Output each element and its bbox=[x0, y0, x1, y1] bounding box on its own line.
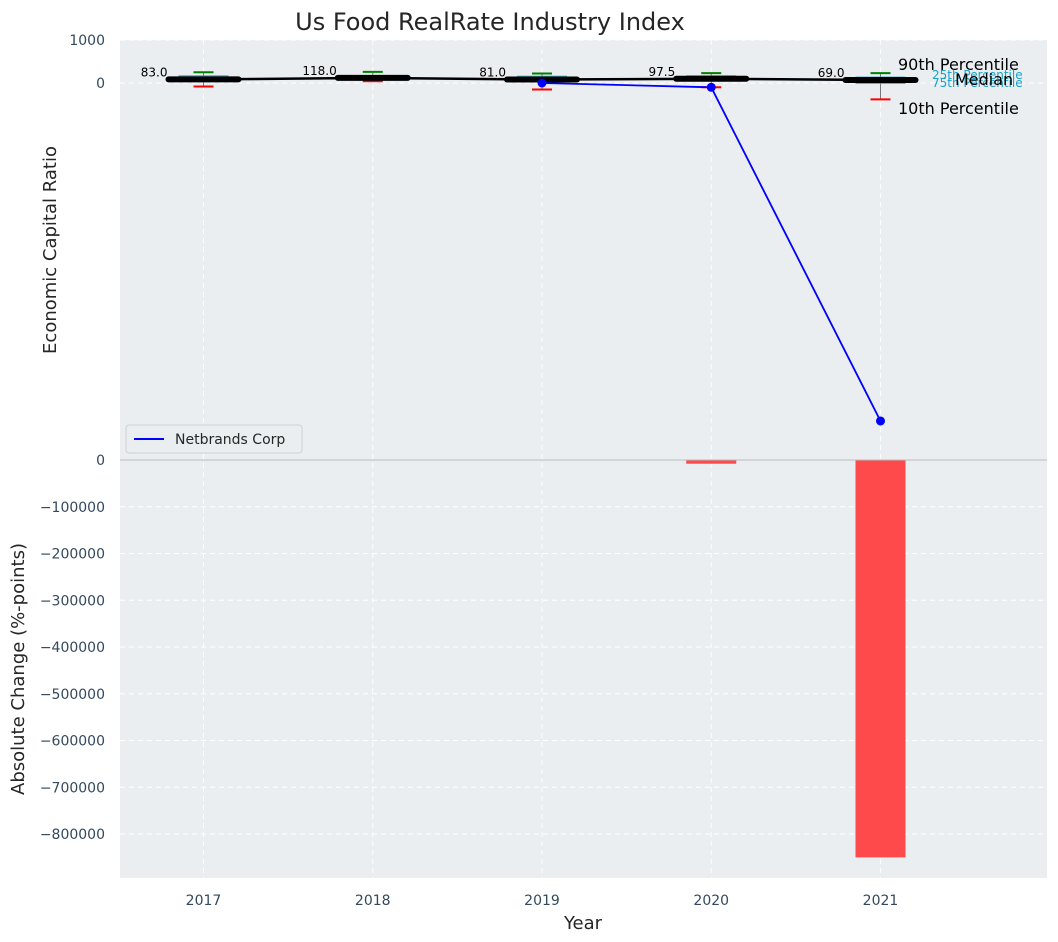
bottom-y-tick-label: −400000 bbox=[40, 640, 105, 656]
bottom-bars bbox=[686, 460, 906, 858]
bottom-y-tick-label: 0 bbox=[96, 453, 105, 469]
median-label-2019: 81.0 bbox=[479, 66, 506, 80]
top-y-axis-label: Economic Capital Ratio bbox=[40, 146, 61, 354]
x-axis-label: Year bbox=[563, 913, 603, 934]
bottom-y-tick-label: −300000 bbox=[40, 593, 105, 609]
bottom-panel-background bbox=[120, 460, 1047, 878]
annotation-p75: 75th Percentile bbox=[932, 76, 1023, 90]
bottom-y-axis-label: Absolute Change (%-points) bbox=[8, 543, 29, 795]
data-labels: 83.0 118.0 81.0 97.5 69.0 bbox=[141, 64, 845, 80]
annotation-p10: 10th Percentile bbox=[898, 99, 1019, 118]
top-panel-background bbox=[120, 40, 1047, 460]
bottom-y-tick-label: −800000 bbox=[40, 827, 105, 843]
bottom-y-tick-label: −200000 bbox=[40, 547, 105, 563]
change-bar-2021 bbox=[855, 460, 906, 858]
median-label-2021: 69.0 bbox=[818, 66, 845, 80]
x-tick-label: 2019 bbox=[524, 893, 560, 909]
series-lines bbox=[165, 74, 919, 426]
top-y-tick-label: 0 bbox=[96, 76, 105, 92]
bottom-y-tick-label: −700000 bbox=[40, 780, 105, 796]
x-tick-label: 2020 bbox=[693, 893, 729, 909]
legend-box bbox=[125, 424, 303, 454]
series-point-netbrands-2020 bbox=[706, 82, 716, 92]
chart-title: Us Food RealRate Industry Index bbox=[295, 8, 685, 36]
median-label-2020: 97.5 bbox=[649, 65, 676, 79]
median-label-2018: 118.0 bbox=[302, 64, 336, 78]
grid-lines bbox=[120, 39, 1047, 878]
annotation-median: Median bbox=[955, 70, 1013, 89]
annotation-p90: 90th Percentile bbox=[898, 55, 1019, 74]
x-tick-label: 2021 bbox=[863, 893, 899, 909]
x-tick-label: 2018 bbox=[355, 893, 391, 909]
axis-ticks: 2017 2018 2019 2020 2021 0 1000 0 −100000 −200000… bbox=[40, 33, 899, 909]
bottom-y-tick-label: −600000 bbox=[40, 734, 105, 750]
legend-entry-netbrands: Netbrands Corp bbox=[175, 432, 285, 448]
median-label-2017: 83.0 bbox=[141, 65, 168, 79]
legend: Netbrands Corp bbox=[125, 424, 303, 454]
bottom-y-tick-label: −100000 bbox=[40, 500, 105, 516]
x-tick-label: 2017 bbox=[186, 893, 222, 909]
top-y-tick-label: 1000 bbox=[69, 33, 105, 49]
series-point-netbrands-2019 bbox=[537, 78, 547, 88]
bottom-y-tick-label: −500000 bbox=[40, 687, 105, 703]
annotation-p25: 25th Percentile bbox=[932, 68, 1023, 82]
change-bar-2020 bbox=[686, 460, 737, 464]
series-point-netbrands-2021 bbox=[876, 416, 885, 426]
